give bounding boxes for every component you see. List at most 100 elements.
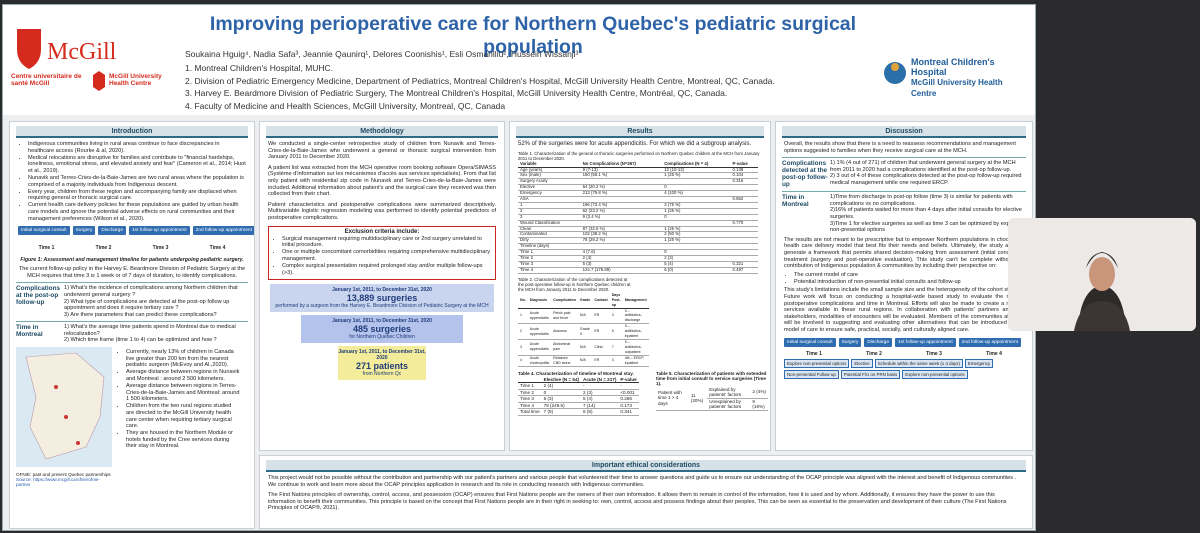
table-cell: 54 (20.2 %) <box>580 184 663 192</box>
table-cell: 124.7 (178.89) <box>580 267 663 274</box>
table-cell: IIIb – ERCP, inpatient <box>622 355 649 367</box>
table-cell: Acute appendicitis <box>527 323 552 340</box>
map-block: OFNIE: past and present Quebec partnersh… <box>16 347 248 487</box>
table-cell: 150 (56.1 %) <box>580 172 663 180</box>
table-cell: II – antibiotics, discharge <box>622 308 649 325</box>
funnel-count: 485 surgeries <box>352 323 412 334</box>
table-cell: 2 <box>518 323 528 340</box>
table-row: ASA 0.652 <box>518 196 758 203</box>
table-cell: 78 (29.2 %) <box>580 237 663 245</box>
table: Patient with time 1 > 4 days 11 (20%) Expl… <box>656 386 768 411</box>
funnel-step: January 1st, 2011, to December 31st, 202… <box>269 283 495 312</box>
table-cell: Acute appendicitis <box>527 339 552 356</box>
table-cell: Time 2 <box>518 389 542 397</box>
table-cell <box>730 255 758 262</box>
table-cell: 102 (38.2 %) <box>580 232 663 239</box>
table-caption: Table 1. Characterization of the general… <box>518 150 760 161</box>
table-cell: 3 <box>609 355 623 367</box>
table-cell: - <box>581 382 619 390</box>
mcgill-logo: McGill Centre universitaire de santé McG… <box>11 29 162 91</box>
table-cell: 2 (4) <box>580 255 663 262</box>
table-cell: Time 1 <box>518 249 581 257</box>
table-cell: Dirty <box>518 237 581 245</box>
option-box: Explore non-presential options <box>902 369 968 379</box>
findings: Complications detected at the post-op fo… <box>776 157 1032 234</box>
table-row: Emergency 213 (79.8 %) 4 (100 %) <box>518 190 758 198</box>
table-cell <box>580 196 663 203</box>
participant-video <box>1008 218 1196 331</box>
table-cell: Time 2 <box>518 255 581 262</box>
affiliation: 3. Harvey E. Beardmore Division of Pedia… <box>185 88 728 99</box>
table-cell: Acute appendicitis <box>527 308 552 325</box>
face <box>1089 257 1115 291</box>
timeline: Initial surgical consult Surgery Discharge… <box>784 337 1024 347</box>
timeline-step: Surgery <box>72 226 96 236</box>
table-row: 1 196 (73.4 %) 3 (75 %) <box>518 202 758 209</box>
table-cell <box>730 190 758 198</box>
table-cell: 5 (3) <box>541 395 582 403</box>
question: 2) What type of complications are detect… <box>64 298 230 312</box>
table-cell: 2 (3) <box>581 389 619 397</box>
map-pin <box>54 385 58 390</box>
table-cell: Pelvic pain and fever <box>551 308 578 325</box>
table-caption: Table 2. Characterization of the complic… <box>518 276 631 292</box>
table-cell: Acute cholecystitis <box>527 355 552 367</box>
bullet: Current health care delivery policies fo… <box>28 202 246 222</box>
option-box: Non-presential Follow-up <box>784 369 839 379</box>
funnel-note: from Northern Qc <box>362 370 402 377</box>
logo-mark <box>891 63 899 71</box>
header-row: Variable No Complications (N=267) Complica… <box>518 161 758 168</box>
table-cell: ASA <box>518 196 581 203</box>
shoulders <box>1074 301 1130 331</box>
table-cell: 0.266 <box>618 395 639 403</box>
bullet: One or multiple concomitant comorbiditie… <box>282 249 490 262</box>
question-label: Complications at the post-op follow-up <box>16 285 61 307</box>
finding: 1) 1% (4 out of 271) of children that un… <box>830 160 1016 173</box>
table-cell: 12 (10-13) <box>662 167 731 174</box>
discussion-paragraph: The results are not meant to be prescrip… <box>784 236 1024 270</box>
table-cell: 1 (25 %) <box>662 226 731 233</box>
logo-sub: McGill University Health Centre <box>911 78 1003 98</box>
table-cell <box>662 243 731 251</box>
bullet-list: Surgical management requiring multidisci… <box>282 236 490 277</box>
table-cell: 2 (4) <box>541 382 582 390</box>
funnel-step: January 1st, 2011, to December 31st, 202… <box>301 314 463 343</box>
table-row: Age (years) 9 (7-13) 12 (10-13) 0.138 <box>518 167 758 174</box>
table-cell: 2 (50 %) <box>662 232 731 239</box>
table-row: Wound Classification 0.770 <box>518 220 758 227</box>
ethics-paragraph: The First Nations principles of ownershi… <box>268 492 1007 512</box>
finding-items: 1) 1% (4 out of 271) of children that un… <box>830 158 1026 188</box>
table-cell: II – antibiotics, outpatient <box>622 339 649 356</box>
header-row: Elective (N = 54) Acute (N = 217) P-value <box>518 376 639 384</box>
table-cell: ER <box>592 323 610 340</box>
funnel-count: 13,889 surgeries <box>346 292 418 303</box>
timeline-step: Initial surgical consult <box>784 337 836 347</box>
time-label: Time 4 <box>986 350 1002 357</box>
table-cell: 3 (75 %) <box>662 202 731 209</box>
table-row: 3 Acute appendicitis Abdominal pain N/A Clin… <box>518 339 649 356</box>
ethics-paragraph: This project would not be possible witho… <box>268 475 1017 488</box>
question: 1) What's the average time patients spen… <box>64 324 236 337</box>
table-caption: Table 5. Characterization of patients wi… <box>656 370 767 386</box>
section-heading: Important ethical considerations <box>266 460 1026 472</box>
question: 2) Which time frame (time 1 to 4) can be… <box>64 337 217 344</box>
table-cell <box>580 243 663 251</box>
time-label: Time 4 <box>209 245 226 252</box>
table-cell: 0 <box>662 214 731 221</box>
poster: McGill Centre universitaire de santé McG… <box>2 4 1036 531</box>
finding-items: 1)Time from discharge to post-op follow … <box>830 192 1026 234</box>
table-cell: 1 <box>518 308 528 325</box>
table-cell: 2 (3) <box>662 255 731 262</box>
table-cell: Abscess <box>551 323 578 340</box>
table-row: Sex (male) 150 (56.1 %) 1 (25 %) 0.104 <box>518 172 758 180</box>
time-label: Time 1 <box>38 245 55 252</box>
muhc-icon <box>93 71 105 91</box>
table: Elective (N = 54) Acute (N = 217) P-value T… <box>518 376 639 417</box>
table-row: Surgery Acuity 0.316 <box>518 178 758 186</box>
table-cell: 1 (25 %) <box>662 208 731 215</box>
table-cell: 5 (4) <box>581 395 619 403</box>
table-cell: Wound Classification <box>518 220 581 227</box>
table-row: Elective 54 (20.2 %) 0 <box>518 184 758 192</box>
question: 1) What's the incidence of complications… <box>64 285 238 298</box>
